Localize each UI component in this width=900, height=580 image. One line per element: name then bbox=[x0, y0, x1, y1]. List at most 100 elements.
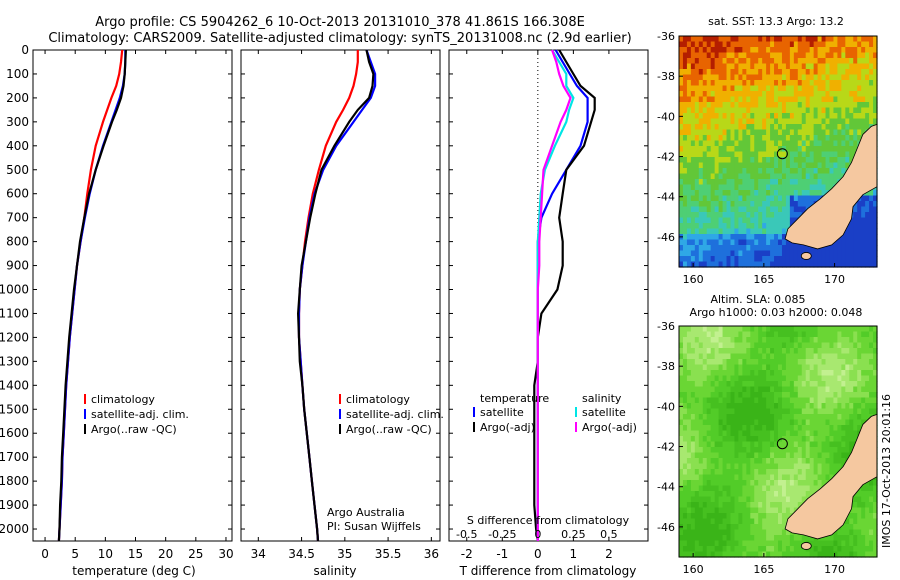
map-cell bbox=[778, 217, 783, 224]
map-cell bbox=[679, 513, 684, 520]
map-cell bbox=[849, 364, 854, 371]
map-cell bbox=[734, 162, 739, 169]
map-cell bbox=[778, 228, 783, 235]
map-cell bbox=[869, 337, 874, 344]
map-cell bbox=[690, 496, 696, 503]
map-cell bbox=[690, 408, 696, 415]
map-cell bbox=[778, 41, 783, 48]
map-cell bbox=[869, 331, 874, 338]
map-cell bbox=[825, 326, 831, 333]
map-cell bbox=[801, 135, 807, 142]
map-cell bbox=[774, 217, 779, 224]
map-cell bbox=[789, 474, 795, 481]
map-cell bbox=[774, 518, 779, 525]
map-cell bbox=[813, 408, 819, 415]
map-cell bbox=[770, 375, 775, 382]
map-cell bbox=[722, 375, 728, 382]
map-cell bbox=[766, 129, 771, 136]
map-cell bbox=[682, 195, 688, 202]
map-cell bbox=[801, 535, 807, 542]
map-cell bbox=[770, 331, 775, 338]
map-cell bbox=[730, 135, 736, 142]
map-cell bbox=[686, 124, 692, 131]
map-cell bbox=[813, 85, 819, 92]
map-cell bbox=[710, 463, 716, 470]
map-cell bbox=[797, 397, 803, 404]
map-cell bbox=[849, 245, 854, 252]
map-cell bbox=[698, 425, 704, 432]
map-cell bbox=[785, 96, 791, 103]
map-cell bbox=[873, 261, 878, 268]
map-cell bbox=[778, 430, 783, 437]
map-cell bbox=[734, 245, 739, 252]
map-cell bbox=[730, 223, 736, 230]
map-cell bbox=[837, 535, 842, 542]
map-cell bbox=[754, 381, 759, 388]
map-cell bbox=[746, 212, 751, 219]
map-cell bbox=[690, 228, 696, 235]
map-cell bbox=[730, 129, 736, 136]
map-cell bbox=[805, 168, 811, 175]
map-cell bbox=[778, 113, 783, 120]
map-cell bbox=[825, 551, 831, 558]
map-cell bbox=[758, 102, 763, 109]
map-cell bbox=[726, 190, 732, 197]
map-cell bbox=[682, 452, 688, 459]
map-cell bbox=[774, 140, 779, 147]
map-cell bbox=[785, 381, 791, 388]
map-cell bbox=[746, 69, 751, 76]
map-cell bbox=[734, 485, 739, 492]
map-cell bbox=[774, 540, 779, 547]
map-cell bbox=[682, 480, 688, 487]
map-cell bbox=[789, 135, 795, 142]
map-cell bbox=[710, 201, 716, 208]
map-cell bbox=[821, 151, 827, 158]
map-cell bbox=[797, 179, 803, 186]
map-cell bbox=[778, 496, 783, 503]
map-cell bbox=[793, 386, 799, 393]
map-cell bbox=[754, 239, 759, 246]
map-cell bbox=[686, 381, 692, 388]
map-cell bbox=[849, 36, 854, 43]
map-cell bbox=[698, 414, 704, 421]
map-cell bbox=[837, 375, 842, 382]
map-cell bbox=[817, 425, 823, 432]
map-cell bbox=[774, 419, 779, 426]
map-cell bbox=[750, 447, 755, 454]
map-cell bbox=[837, 162, 842, 169]
map-cell bbox=[762, 190, 767, 197]
map-cell bbox=[793, 201, 799, 208]
map-cell bbox=[766, 102, 771, 109]
map-cell bbox=[758, 491, 763, 498]
map-cell bbox=[853, 250, 858, 257]
map-cell bbox=[714, 47, 720, 54]
map-cell bbox=[762, 195, 767, 202]
map-cell bbox=[781, 540, 787, 547]
map-cell bbox=[698, 135, 704, 142]
map-cell bbox=[706, 162, 712, 169]
map-cell bbox=[722, 234, 728, 241]
map-cell bbox=[722, 364, 728, 371]
map-cell bbox=[679, 392, 684, 399]
map-cell bbox=[789, 107, 795, 114]
map-cell bbox=[781, 52, 787, 59]
map-cell bbox=[706, 419, 712, 426]
map-cell bbox=[837, 118, 842, 125]
map-cell bbox=[726, 524, 732, 531]
map-cell bbox=[682, 162, 688, 169]
map-cell bbox=[785, 129, 791, 136]
map-cell bbox=[714, 436, 720, 443]
map-cell bbox=[742, 74, 747, 81]
map-cell bbox=[809, 102, 815, 109]
map-cell bbox=[770, 162, 775, 169]
map-cell bbox=[805, 326, 811, 333]
map-cell bbox=[710, 408, 716, 415]
map-cell bbox=[774, 326, 779, 333]
map-cell bbox=[706, 408, 712, 415]
map-cell bbox=[706, 342, 712, 349]
map-cell bbox=[722, 206, 728, 213]
map-cell bbox=[682, 124, 688, 131]
map-cell bbox=[813, 173, 819, 180]
map-cell bbox=[762, 129, 767, 136]
map-cell bbox=[785, 184, 791, 191]
